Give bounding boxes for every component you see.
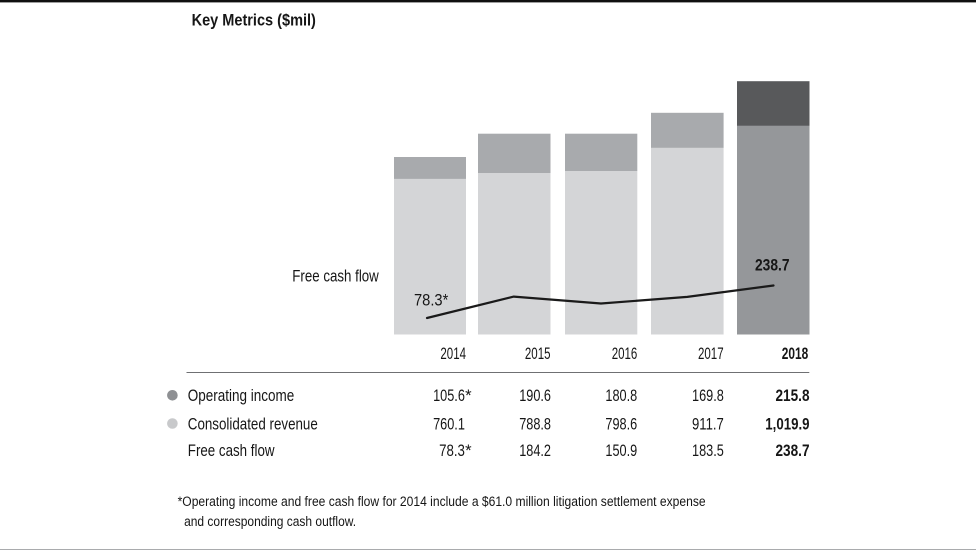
svg-text:78.3: 78.3 <box>439 442 465 460</box>
svg-text:2018: 2018 <box>782 345 809 363</box>
svg-text:1,019.9: 1,019.9 <box>765 415 809 433</box>
svg-text:180.8: 180.8 <box>605 387 637 405</box>
svg-text:and corresponding cash outflow: and corresponding cash outflow. <box>184 514 356 530</box>
svg-text:*: * <box>465 387 472 405</box>
svg-text:Free cash flow: Free cash flow <box>188 442 275 460</box>
svg-text:2014: 2014 <box>440 345 466 363</box>
svg-text:2016: 2016 <box>612 345 638 363</box>
svg-text:169.8: 169.8 <box>692 387 724 405</box>
svg-text:798.6: 798.6 <box>605 415 637 433</box>
svg-text:78.3*: 78.3* <box>414 290 449 309</box>
svg-text:788.8: 788.8 <box>519 415 551 433</box>
svg-text:2017: 2017 <box>698 345 724 363</box>
svg-text:238.7: 238.7 <box>776 442 810 460</box>
svg-text:183.5: 183.5 <box>692 442 724 460</box>
svg-text:760.1: 760.1 <box>433 415 465 433</box>
svg-text:150.9: 150.9 <box>605 442 637 460</box>
svg-text:*Operating income and free cas: *Operating income and free cash flow for… <box>178 494 706 510</box>
svg-text:*: * <box>465 442 472 460</box>
svg-text:911.7: 911.7 <box>692 415 724 433</box>
svg-text:2015: 2015 <box>525 345 551 363</box>
svg-text:215.8: 215.8 <box>776 387 810 405</box>
svg-text:184.2: 184.2 <box>519 442 551 460</box>
svg-text:105.6: 105.6 <box>433 387 465 405</box>
svg-text:Free cash flow: Free cash flow <box>292 267 379 286</box>
svg-text:Operating income: Operating income <box>188 387 294 405</box>
svg-text:190.6: 190.6 <box>519 387 551 405</box>
svg-text:238.7: 238.7 <box>755 257 790 275</box>
svg-text:Key Metrics ($mil): Key Metrics ($mil) <box>192 11 316 30</box>
svg-text:Consolidated revenue: Consolidated revenue <box>188 415 318 433</box>
